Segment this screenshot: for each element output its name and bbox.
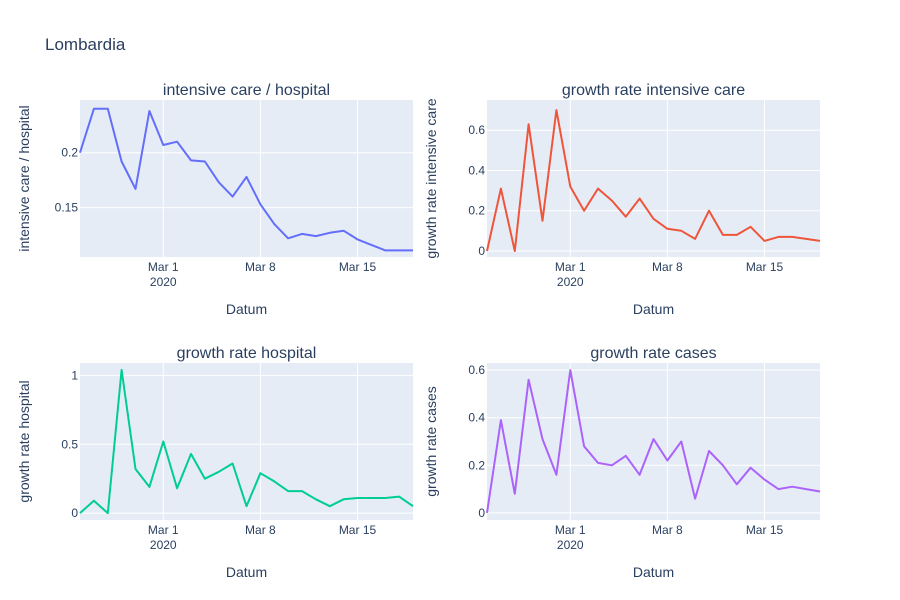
y-axis-title: growth rate hospital	[16, 380, 32, 502]
y-tick-label: 0.4	[468, 163, 485, 177]
x-tick-label: Mar 8	[652, 523, 683, 537]
y-tick-label: 1	[71, 368, 78, 382]
x-tick-label: Mar 15	[339, 523, 377, 537]
y-tick-label: 0.4	[468, 411, 485, 425]
x-tick-label: Mar 15	[339, 260, 377, 274]
x-tick-label: Mar 8	[245, 523, 276, 537]
series-line	[79, 107, 413, 252]
y-tick-label: 0	[71, 506, 78, 520]
x-tick-label: Mar 1	[555, 523, 586, 537]
y-tick-label: 0.15	[55, 201, 79, 215]
x-tick-label: Mar 1	[148, 523, 179, 537]
figure-title: Lombardia	[45, 35, 126, 54]
plot-area	[80, 363, 413, 520]
x-tick-year-label: 2020	[557, 538, 584, 552]
y-tick-label: 0.2	[61, 146, 78, 160]
x-axis-title: Datum	[633, 301, 674, 317]
x-tick-year-label: 2020	[557, 275, 584, 289]
y-tick-label: 0	[478, 506, 485, 520]
subplot-title: growth rate intensive care	[562, 82, 745, 99]
y-axis-title: growth rate cases	[423, 386, 439, 497]
x-tick-label: Mar 15	[746, 260, 784, 274]
y-axis-title: growth rate intensive care	[423, 98, 439, 259]
x-tick-label: Mar 1	[148, 260, 179, 274]
subplot-title: growth rate cases	[590, 345, 716, 362]
y-tick-label: 0.5	[61, 437, 78, 451]
y-tick-label: 0.6	[468, 123, 485, 137]
x-axis-title: Datum	[633, 564, 674, 580]
x-tick-year-label: 2020	[150, 538, 177, 552]
x-tick-label: Mar 8	[652, 260, 683, 274]
series-line	[486, 369, 821, 514]
y-tick-label: 0.6	[468, 363, 485, 377]
series-line	[486, 109, 821, 252]
x-tick-label: Mar 1	[555, 260, 586, 274]
y-axis-title: intensive care / hospital	[16, 105, 32, 251]
y-tick-label: 0.2	[468, 204, 485, 218]
x-tick-label: Mar 8	[245, 260, 276, 274]
x-tick-year-label: 2020	[150, 275, 177, 289]
subplot-title: growth rate hospital	[177, 345, 317, 362]
x-tick-label: Mar 15	[746, 523, 784, 537]
y-tick-label: 0	[478, 244, 485, 258]
x-axis-title: Datum	[226, 301, 267, 317]
y-tick-label: 0.2	[468, 458, 485, 472]
series-line	[79, 368, 414, 515]
x-axis-title: Datum	[226, 564, 267, 580]
subplot-title: intensive care / hospital	[163, 82, 330, 99]
